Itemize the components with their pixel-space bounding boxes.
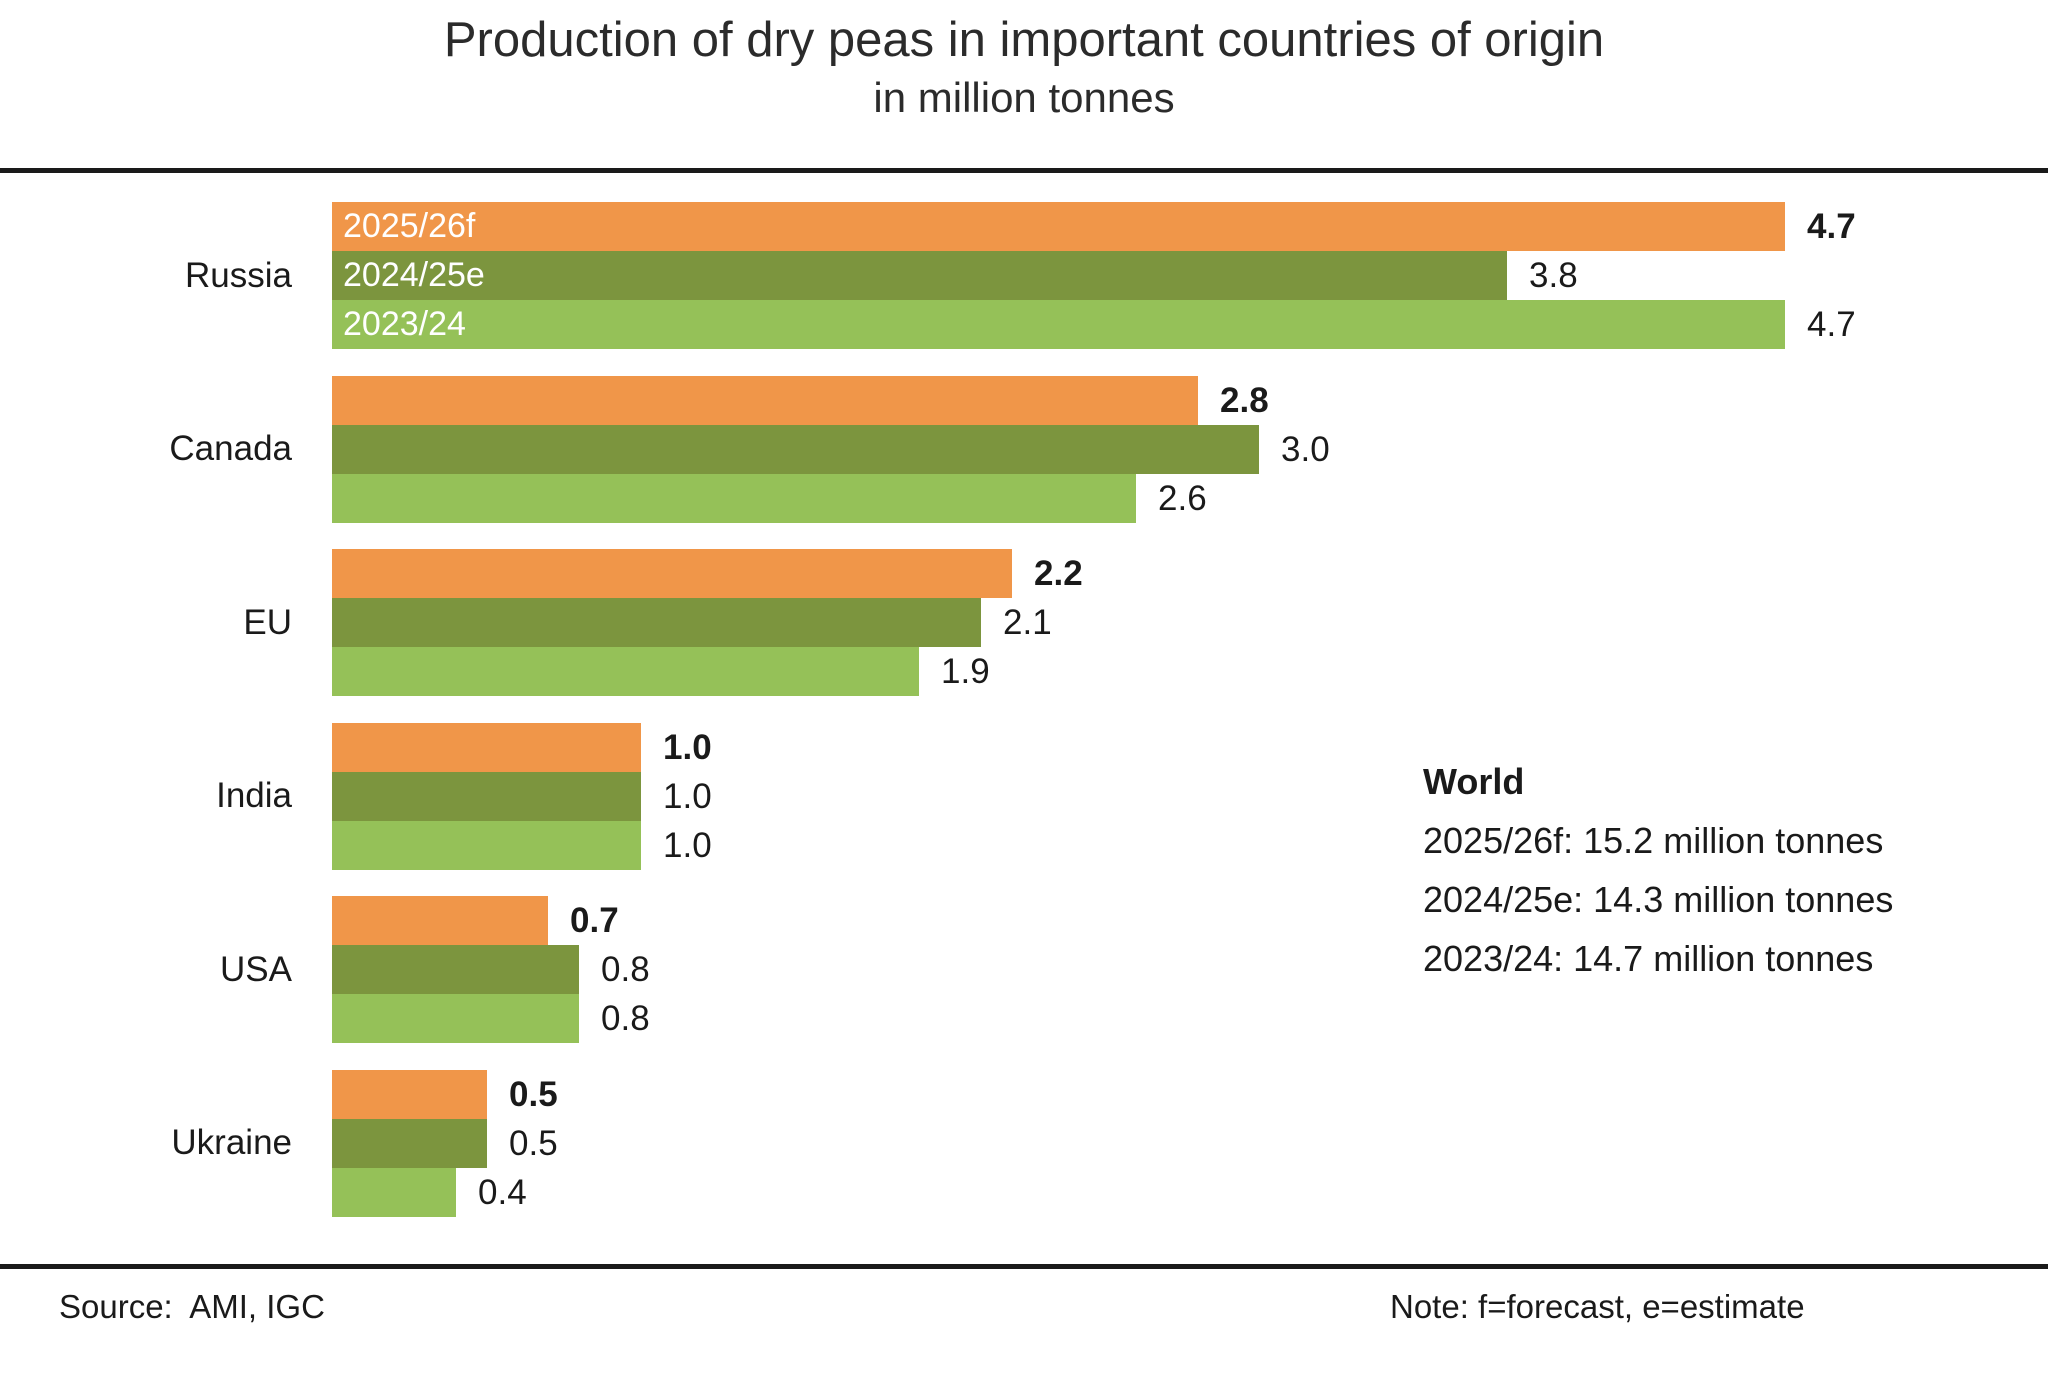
- top-rule: [0, 168, 2048, 173]
- world-heading: World: [1423, 761, 1525, 802]
- bar-india-2024-25e: [332, 771, 641, 821]
- value-label-eu-2024-25e: 2.1: [1003, 603, 1052, 642]
- value-label-india-2023-24: 1.0: [663, 825, 712, 865]
- country-group-canada: Canada 2.8 3.0 2.6: [0, 375, 2048, 523]
- bottom-rule: [0, 1264, 2048, 1269]
- note-text: Note: f=forecast, e=estimate: [1390, 1288, 1805, 1325]
- bar-ukraine-2024-25e: [332, 1118, 487, 1168]
- value-label-usa-2024-25e: 0.8: [601, 950, 650, 989]
- bar-russia-2023-24: 2023/24: [332, 300, 1785, 349]
- series-label-2023-24: 2023/24: [343, 305, 466, 343]
- world-line-2025-26f: 2025/26f: 15.2 million tonnes: [1423, 820, 1884, 861]
- bar-usa-2024-25e: [332, 945, 579, 994]
- chart-subtitle: in million tonnes: [873, 74, 1175, 121]
- country-label-canada: Canada: [169, 429, 292, 468]
- world-line-2023-24: 2023/24: 14.7 million tonnes: [1423, 938, 1874, 979]
- bar-canada-2024-25e: [332, 424, 1259, 474]
- value-label-ukraine-2024-25e: 0.5: [509, 1123, 558, 1163]
- world-line-2024-25e: 2024/25e: 14.3 million tonnes: [1423, 879, 1894, 920]
- bar-eu-2023-24: [332, 647, 919, 696]
- bar-usa-2023-24: [332, 994, 579, 1043]
- bar-ukraine-2023-24: [332, 1167, 456, 1217]
- series-label-2024-25e: 2024/25e: [343, 256, 485, 294]
- value-label-ukraine-2023-24: 0.4: [478, 1172, 527, 1212]
- country-label-india: India: [216, 776, 292, 815]
- world-annotation: World 2025/26f: 15.2 million tonnes 2024…: [1423, 752, 1893, 988]
- country-group-india: India 1.0 1.0 1.0: [0, 722, 2048, 870]
- value-label-ukraine-2025-26f: 0.5: [509, 1074, 558, 1114]
- country-group-ukraine: Ukraine 0.5 0.5 0.4: [0, 1069, 2048, 1217]
- value-label-russia-2024-25e: 3.8: [1529, 256, 1578, 295]
- chart-title: Production of dry peas in important coun…: [443, 13, 1605, 67]
- country-group-russia: Russia 2025/26f 4.7 2024/25e 3.8 2023/24 4.7: [0, 202, 2048, 349]
- country-group-eu: EU 2.2 2.1 1.9: [0, 549, 2048, 696]
- value-label-eu-2025-26f: 2.2: [1034, 554, 1083, 593]
- value-label-eu-2023-24: 1.9: [941, 652, 990, 691]
- bar-ukraine-2025-26f: [332, 1069, 487, 1119]
- value-label-canada-2024-25e: 3.0: [1281, 429, 1330, 469]
- value-label-usa-2025-26f: 0.7: [570, 901, 619, 940]
- bar-canada-2023-24: [332, 473, 1136, 523]
- value-label-russia-2023-24: 4.7: [1807, 305, 1856, 344]
- value-label-russia-2025-26f: 4.7: [1807, 207, 1856, 246]
- bar-canada-2025-26f: [332, 375, 1198, 425]
- bar-russia-2025-26f: 2025/26f: [332, 202, 1785, 251]
- value-label-canada-2025-26f: 2.8: [1220, 380, 1269, 420]
- value-label-india-2024-25e: 1.0: [663, 776, 712, 816]
- bar-india-2023-24: [332, 820, 641, 870]
- bar-eu-2025-26f: [332, 549, 1012, 598]
- bar-russia-2024-25e: 2024/25e: [332, 251, 1507, 300]
- bar-india-2025-26f: [332, 722, 641, 772]
- value-label-usa-2023-24: 0.8: [601, 999, 650, 1038]
- value-label-india-2025-26f: 1.0: [663, 727, 712, 767]
- country-group-usa: USA 0.7 0.8 0.8: [0, 896, 2048, 1043]
- bar-usa-2025-26f: [332, 896, 548, 945]
- source-text: Source: AMI, IGC: [59, 1288, 325, 1325]
- country-label-eu: EU: [243, 602, 292, 642]
- bar-eu-2024-25e: [332, 598, 981, 647]
- country-label-russia: Russia: [185, 255, 292, 295]
- country-label-usa: USA: [220, 949, 292, 989]
- country-label-ukraine: Ukraine: [171, 1123, 292, 1162]
- series-label-2025-26f: 2025/26f: [343, 207, 476, 245]
- value-label-canada-2023-24: 2.6: [1158, 478, 1207, 518]
